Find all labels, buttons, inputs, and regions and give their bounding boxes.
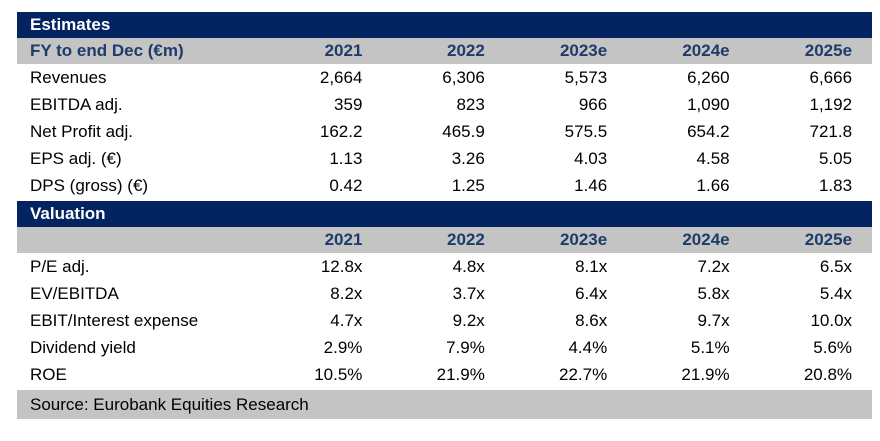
cell-value: 10.0x — [810, 310, 853, 330]
cell-value: 6.5x — [819, 256, 853, 276]
source-text: Source: Eurobank Equities Research — [30, 395, 309, 414]
cell-value: 5.8x — [697, 283, 730, 303]
cell-value: 5.1% — [690, 337, 730, 357]
cell-value: 4.8x — [452, 256, 485, 276]
cell-value: 575.5 — [564, 121, 608, 141]
cell-value: 359 — [334, 94, 363, 114]
row-label: Revenues — [30, 67, 107, 87]
cell-value: 1.83 — [818, 175, 853, 195]
cell-value: 5.05 — [818, 148, 853, 168]
year-column-header: 2024e — [682, 41, 730, 60]
estimates-section-header: Estimates — [17, 12, 872, 38]
source-footer: Source: Eurobank Equities Research — [17, 390, 872, 419]
cell-value: 721.8 — [809, 121, 853, 141]
cell-value: 0.42 — [329, 175, 363, 195]
estimates-years-header-row: FY to end Dec (€m) 2021 2022 2023e 2024e 202… — [17, 38, 872, 64]
table-row: P/E adj. 12.8x 4.8x 8.1x 7.2x 6.5x — [17, 253, 872, 280]
year-column-header: 2022 — [446, 41, 485, 60]
cell-value: 5,573 — [564, 67, 608, 87]
cell-value: 2,664 — [319, 67, 363, 87]
table-row: Revenues 2,664 6,306 5,573 6,260 6,666 — [17, 64, 872, 91]
row-label: EPS adj. (€) — [30, 148, 122, 168]
row-label: ROE — [30, 364, 67, 384]
valuation-section-title: Valuation — [30, 204, 106, 223]
year-column-header: 2023e — [559, 230, 608, 249]
valuation-years-header-row: 2021 2022 2023e 2024e 2025e — [17, 227, 872, 253]
row-label: DPS (gross) (€) — [30, 175, 149, 195]
cell-value: 6.4x — [575, 283, 608, 303]
cell-value: 2.9% — [323, 337, 363, 357]
cell-value: 823 — [456, 94, 485, 114]
cell-value: 21.9% — [681, 364, 730, 384]
cell-value: 6,306 — [442, 67, 485, 87]
cell-value: 3.26 — [451, 148, 485, 168]
cell-value: 9.7x — [697, 310, 730, 330]
cell-value: 162.2 — [319, 121, 363, 141]
estimates-rows: Revenues 2,664 6,306 5,573 6,260 6,666 EBITDA … — [17, 64, 872, 199]
cell-value: 8.6x — [575, 310, 608, 330]
year-column-header: 2024e — [682, 230, 730, 249]
cell-value: 10.5% — [314, 364, 363, 384]
row-label: EBIT/Interest expense — [30, 310, 199, 330]
cell-value: 1,090 — [687, 94, 730, 114]
year-column-header: 2025e — [804, 230, 853, 249]
table-row: DPS (gross) (€) 0.42 1.25 1.46 1.66 1.83 — [17, 172, 872, 199]
cell-value: 8.2x — [330, 283, 363, 303]
cell-value: 7.9% — [446, 337, 485, 357]
estimates-section-title: Estimates — [30, 15, 111, 34]
cell-value: 4.58 — [696, 148, 730, 168]
cell-value: 3.7x — [452, 283, 485, 303]
cell-value: 6,666 — [809, 67, 853, 87]
cell-value: 4.7x — [330, 310, 363, 330]
row-label: Dividend yield — [30, 337, 136, 357]
cell-value: 9.2x — [452, 310, 485, 330]
cell-value: 20.8% — [803, 364, 853, 384]
year-column-header: 2021 — [324, 230, 363, 249]
year-column-header: 2025e — [804, 41, 853, 60]
cell-value: 465.9 — [442, 121, 485, 141]
valuation-rows: P/E adj. 12.8x 4.8x 8.1x 7.2x 6.5x EV/EBITDA 8.… — [17, 253, 872, 388]
year-column-header: 2023e — [559, 41, 608, 60]
table-row: ROE 10.5% 21.9% 22.7% 21.9% 20.8% — [17, 361, 872, 388]
cell-value: 1.46 — [574, 175, 608, 195]
row-label: Net Profit adj. — [30, 121, 133, 141]
year-column-header: 2021 — [324, 41, 363, 60]
cell-value: 1.25 — [451, 175, 485, 195]
row-label: P/E adj. — [30, 256, 90, 276]
cell-value: 1.13 — [329, 148, 363, 168]
estimates-header-label: FY to end Dec (€m) — [30, 41, 184, 60]
financials-table: Estimates FY to end Dec (€m) 2021 2022 202… — [17, 12, 872, 419]
cell-value: 5.4x — [819, 283, 853, 303]
table-row: EPS adj. (€) 1.13 3.26 4.03 4.58 5.05 — [17, 145, 872, 172]
cell-value: 1.66 — [696, 175, 730, 195]
table-row: Dividend yield 2.9% 7.9% 4.4% 5.1% 5.6% — [17, 334, 872, 361]
row-label: EBITDA adj. — [30, 94, 123, 114]
cell-value: 654.2 — [687, 121, 730, 141]
table-row: Net Profit adj. 162.2 465.9 575.5 654.2 721.8 — [17, 118, 872, 145]
cell-value: 4.03 — [574, 148, 608, 168]
row-label: EV/EBITDA — [30, 283, 119, 303]
table-row: EBIT/Interest expense 4.7x 9.2x 8.6x 9.7x 10.… — [17, 307, 872, 334]
cell-value: 22.7% — [559, 364, 608, 384]
cell-value: 8.1x — [575, 256, 608, 276]
cell-value: 6,260 — [687, 67, 730, 87]
cell-value: 966 — [578, 94, 608, 114]
cell-value: 1,192 — [809, 94, 853, 114]
cell-value: 4.4% — [568, 337, 608, 357]
cell-value: 12.8x — [320, 256, 363, 276]
valuation-section-header: Valuation — [17, 201, 872, 227]
cell-value: 7.2x — [697, 256, 730, 276]
table-row: EBITDA adj. 359 823 966 1,090 1,192 — [17, 91, 872, 118]
cell-value: 21.9% — [436, 364, 485, 384]
cell-value: 5.6% — [813, 337, 853, 357]
table-row: EV/EBITDA 8.2x 3.7x 6.4x 5.8x 5.4x — [17, 280, 872, 307]
year-column-header: 2022 — [446, 230, 485, 249]
